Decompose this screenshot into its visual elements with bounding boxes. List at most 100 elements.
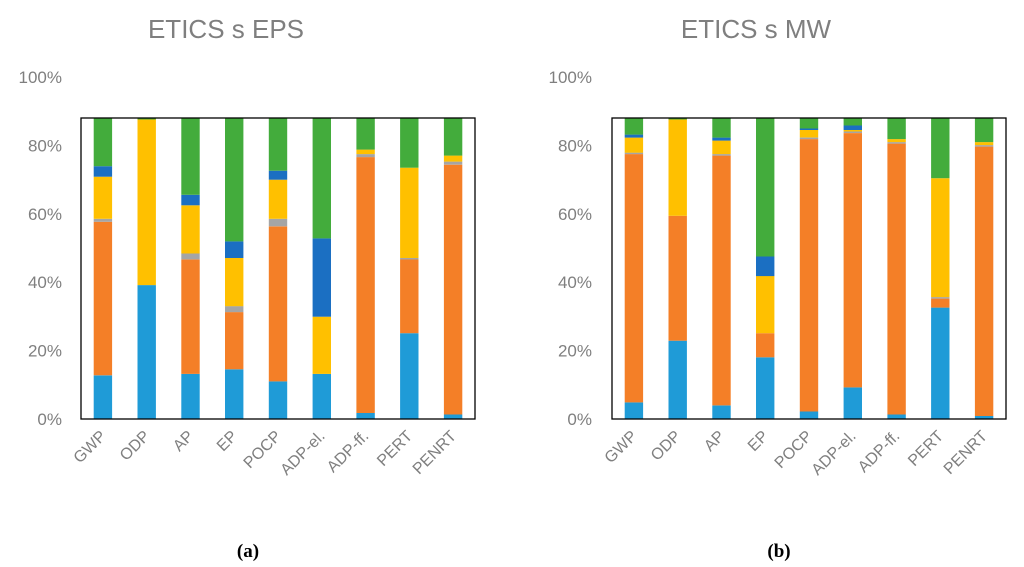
bar-segment-ap-6	[712, 118, 731, 138]
bar-segment-ep-1	[225, 369, 244, 419]
bar-segment-gwp-2	[93, 221, 113, 376]
x-tick-label: PENRT	[941, 428, 991, 478]
chart-panel-b: ETICS s MW 0% 20% 40% 60% 80% 100% GWP ODP AP EP P…	[549, 14, 1007, 562]
bar-segment-penrt-3	[974, 145, 994, 147]
bar-segment-adpel-5	[843, 125, 862, 130]
plot-frame	[611, 117, 1007, 420]
x-tick-label: AP	[170, 428, 197, 455]
bar-segment-adpel-6	[312, 118, 331, 239]
bar-segment-pert-1	[931, 307, 950, 419]
plot-area: 0%20%40%60%80%100%GWP ODP AP EP POCPADP-el.A…	[549, 68, 1007, 479]
bar-segment-pert-6	[931, 118, 950, 179]
bar-segment-gwp-2	[624, 154, 644, 403]
bar-segment-adpel-1	[843, 387, 862, 419]
bar-segment-pert-1	[400, 333, 419, 419]
y-tick-label: 20%	[28, 342, 62, 361]
bar-segment-ap-3	[712, 154, 731, 156]
bar-segment-adpel-1	[312, 373, 331, 419]
bar-segment-gwp-3	[93, 218, 113, 222]
bar-segment-adpff-6	[356, 118, 375, 150]
bar-segment-adpel-3	[843, 131, 862, 133]
chart-title: ETICS s MW	[681, 14, 832, 44]
plot-frame	[80, 117, 476, 420]
bar-segment-ep-3	[225, 306, 244, 313]
bar-segment-adpff-2	[887, 143, 906, 415]
bar-segment-pocp-6	[268, 118, 288, 171]
bar-segment-adpff-6	[887, 118, 906, 140]
x-tick-label: GWP	[602, 428, 641, 467]
x-tick-label: ADP-ff.	[855, 428, 903, 476]
bar-segment-gwp-6	[93, 118, 113, 167]
bar-segment-odp-6	[137, 118, 156, 120]
bar-segment-odp-1	[668, 340, 687, 419]
bar-segment-adpel-5	[312, 238, 331, 317]
bar-segment-gwp-1	[93, 375, 113, 419]
bar-segment-pocp-1	[268, 381, 288, 419]
bar-segment-pert-4	[400, 167, 419, 258]
y-tick-label: 60%	[558, 205, 592, 224]
bar-segment-adpel-4	[312, 316, 331, 374]
x-tick-label: ADP-el.	[809, 428, 860, 479]
bar-segment-gwp-5	[93, 166, 113, 177]
bar-segment-odp-6	[668, 118, 687, 120]
x-tick-label: ODP	[648, 428, 685, 465]
bar-segment-penrt-1	[443, 414, 463, 419]
bar-segment-odp-4	[137, 119, 156, 286]
bar-segment-odp-4	[668, 119, 687, 216]
bar-segment-gwp-3	[624, 152, 644, 155]
bar-segment-gwp-4	[93, 176, 113, 219]
bar-segment-pocp-2	[268, 226, 288, 382]
bar-segment-ap-2	[712, 155, 731, 406]
panel-label: (b)	[767, 541, 790, 562]
bar-segment-pert-2	[931, 298, 950, 308]
bar-segment-pocp-4	[799, 130, 819, 138]
bar-segment-pocp-5	[799, 128, 819, 130]
y-tick-label: 0%	[567, 410, 592, 429]
x-tick-label: PERT	[374, 428, 416, 470]
y-tick-label: 0%	[37, 410, 62, 429]
bar-segment-penrt-6	[974, 118, 994, 143]
bar-segment-adpel-6	[843, 118, 862, 126]
bar-segment-adpff-2	[356, 157, 375, 413]
bar-segment-adpel-4	[843, 130, 862, 132]
bar-segment-odp-1	[137, 285, 156, 419]
bar-segment-adpel-2	[843, 133, 862, 388]
bar-segment-adpff-4	[887, 139, 906, 143]
bar-segment-ep-5	[225, 241, 244, 258]
x-tick-label: EP	[745, 428, 772, 455]
bar-segment-ep-2	[225, 312, 244, 370]
bar-segment-pert-3	[931, 297, 950, 299]
bar-segment-gwp-6	[624, 118, 644, 135]
bar-segment-ap-3	[181, 253, 200, 260]
x-tick-label: ADP-ff.	[324, 428, 372, 476]
bar-segment-pocp-6	[799, 118, 819, 129]
y-tick-label: 100%	[549, 68, 592, 87]
bar-segment-pert-3	[400, 258, 419, 260]
panel-label: (a)	[237, 541, 259, 562]
bar-segment-pocp-4	[268, 179, 288, 219]
y-tick-label: 40%	[28, 273, 62, 292]
bar-segment-pert-4	[931, 178, 950, 298]
bar-segment-pocp-1	[799, 411, 819, 419]
bar-segment-ep-6	[756, 118, 775, 257]
y-tick-label: 40%	[558, 273, 592, 292]
x-tick-label: ODP	[117, 428, 154, 465]
x-tick-label: PERT	[905, 428, 947, 470]
x-tick-label: EP	[214, 428, 241, 455]
y-tick-label: 20%	[558, 342, 592, 361]
bar-segment-penrt-3	[443, 161, 463, 165]
bar-segment-ep-2	[756, 333, 775, 358]
bar-segment-adpff-3	[356, 154, 375, 158]
chart-title: ETICS s EPS	[148, 14, 304, 44]
bar-segment-penrt-2	[974, 146, 994, 416]
bar-segment-ep-1	[756, 357, 775, 419]
bar-segment-pocp-3	[799, 137, 819, 140]
bar-segment-ep-5	[756, 256, 775, 277]
bar-segment-ap-5	[712, 137, 731, 141]
bar-segment-penrt-2	[443, 164, 463, 415]
bar-segment-pert-6	[400, 118, 419, 168]
x-tick-label: GWP	[71, 428, 110, 467]
y-tick-label: 60%	[28, 205, 62, 224]
bar-segment-adpff-3	[887, 142, 906, 144]
bar-segment-ap-4	[712, 140, 731, 155]
